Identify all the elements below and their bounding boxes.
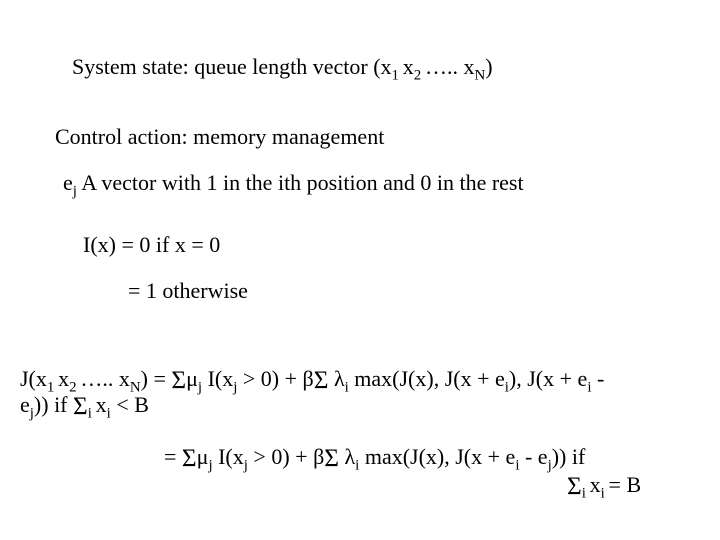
line-indicator-one: = 1 otherwise [128, 278, 248, 303]
line-control-action: Control action: memory management [55, 124, 384, 149]
line-J-case1-b: ej)) if Σi xi < B [20, 392, 149, 421]
line-ej-definition: ej A vector with 1 in the ith position a… [63, 170, 524, 195]
line-system-state: System state: queue length vector (x1 x2… [72, 54, 493, 79]
line-indicator-zero: I(x) = 0 if x = 0 [83, 232, 220, 257]
slide: System state: queue length vector (x1 x2… [0, 0, 720, 540]
line-J-case2-a: = Σμj I(xj > 0) + βΣ λi max(J(x), J(x + … [164, 444, 585, 473]
line-J-case2-b: Σi xi = B [567, 472, 641, 501]
line-J-case1-a: J(x1 x2 ….. xN) = Σμj I(xj > 0) + βΣ λi … [20, 366, 604, 395]
